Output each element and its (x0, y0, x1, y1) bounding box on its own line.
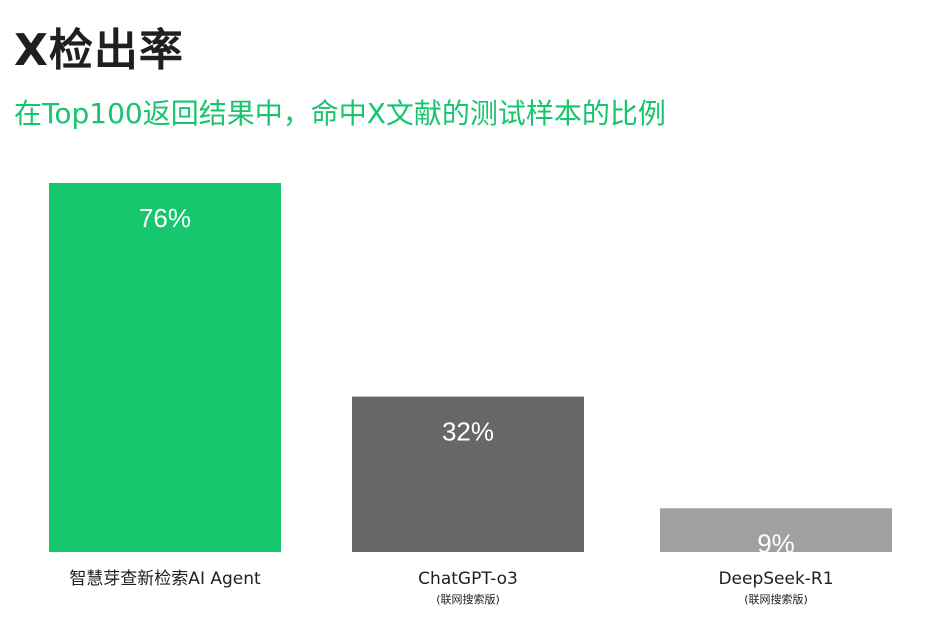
bar-1 (49, 183, 281, 552)
category-label-3: DeepSeek-R1 (718, 569, 833, 589)
bar-3 (660, 508, 892, 552)
category-label-2: ChatGPT-o3 (418, 569, 518, 589)
chart-subtitle: 在Top100返回结果中，命中X文献的测试样本的比例 (14, 97, 666, 130)
chart-title: X检出率 (14, 25, 184, 76)
bar-2 (352, 396, 584, 552)
data-label-1: 76% (139, 203, 191, 233)
data-label-3: 9% (757, 528, 795, 558)
category-note-3: (联网搜索版) (744, 592, 808, 606)
category-label-1: 智慧芽查新检索AI Agent (69, 569, 261, 589)
category-note-2: (联网搜索版) (436, 592, 500, 606)
data-label-2: 32% (442, 417, 494, 447)
